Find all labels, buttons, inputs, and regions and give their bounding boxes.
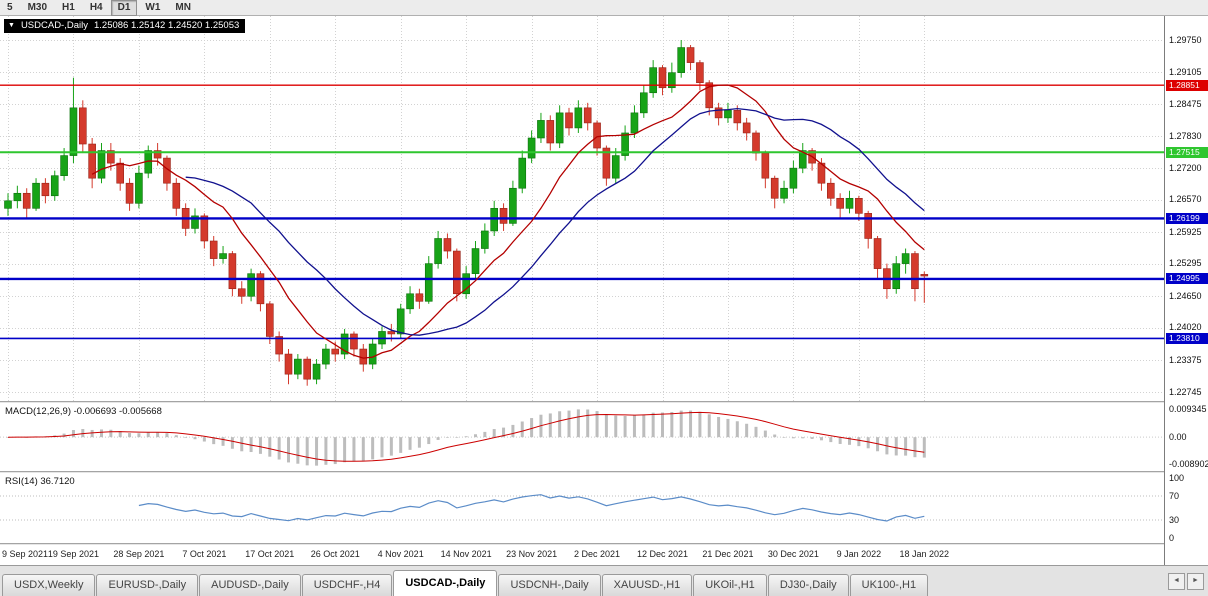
rsi-axis-label: 70 [1169,490,1180,501]
tab-usdx-weekly[interactable]: USDX,Weekly [2,574,96,596]
timeframe-button-m30[interactable]: M30 [27,1,48,13]
price-axis-label: 1.24650 [1169,290,1202,301]
price-axis-label: 1.23375 [1169,354,1202,365]
tab-scroll-left-icon[interactable]: ◄ [1168,573,1185,590]
hline-price-label: 1.24995 [1166,273,1208,285]
macd-axis-label: -0.008902 [1169,458,1208,469]
rsi-axis-label: 100 [1169,472,1185,483]
date-axis-label: 7 Oct 2021 [182,549,227,559]
hline-price-label: 1.27515 [1166,146,1208,158]
tab-scroll-controls: ◄ ► [1168,573,1206,596]
price-axis-label: 1.28475 [1169,98,1202,109]
price-axis-label: 1.24020 [1169,322,1202,333]
panel-separator[interactable] [0,401,1208,403]
timeframe-button-w1[interactable]: W1 [145,1,161,13]
chart-dropdown-icon[interactable]: ▼ [8,21,15,29]
date-axis[interactable]: 9 Sep 2021 19 Sep 2021 28 Sep 2021 7 Oct 20… [0,545,1164,565]
price-axis-label: 1.25925 [1169,226,1202,237]
timeframe-button-h4[interactable]: H4 [89,1,103,13]
hline-price-label: 1.28851 [1166,79,1208,91]
chart-tab-bar: USDX,Weekly EURUSD-,Daily AUDUSD-,Daily USD… [0,565,1208,596]
date-axis-label: 17 Oct 2021 [245,549,295,559]
macd-label: MACD(12,26,9) -0.006693 -0.005668 [5,406,162,417]
timeframe-button-5[interactable]: 5 [7,1,13,13]
timeframe-toolbar: 5 M30 H1 H4 D1 W1 MN [0,0,1208,16]
macd-axis-label: 0.009345 [1169,403,1207,414]
hline-price-label: 1.23810 [1166,332,1208,344]
rsi-line [138,494,925,522]
chart-legend: ▼ USDCAD-,Daily 1.25086 1.25142 1.24520 … [4,19,246,33]
timeframe-button-d1[interactable]: D1 [110,0,138,16]
price-chart[interactable] [0,16,1164,401]
price-axis-label: 1.22745 [1169,386,1202,397]
rsi-axis-label: 0 [1169,532,1175,543]
timeframe-button-mn[interactable]: MN [175,1,191,13]
chart-symbol-label: USDCAD-,Daily [20,20,88,31]
tab-usdcad-daily[interactable]: USDCAD-,Daily [393,570,498,596]
rsi-label: RSI(14) 36.7120 [5,476,75,487]
date-axis-label: 26 Oct 2021 [310,549,360,559]
price-axis-label: 1.27830 [1169,130,1202,141]
price-axis-label: 1.26570 [1169,194,1202,205]
chart-ohlc-values: 1.25086 1.25142 1.24520 1.25053 [93,20,240,31]
date-axis-label: 9 Jan 2022 [836,549,882,559]
price-axis[interactable]: 1.29750 1.29105 1.28475 1.27830 1.27200 1.265… [1164,16,1208,565]
tab-scroll-right-icon[interactable]: ► [1187,573,1204,590]
ma-fast-line [91,84,925,359]
panel-separator[interactable] [0,471,1208,473]
price-axis-label: 1.25295 [1169,258,1202,269]
candles [4,40,929,386]
rsi-axis-label: 30 [1169,514,1180,525]
date-axis-label: 4 Nov 2021 [377,549,424,559]
tab-ukoil-h1[interactable]: UKOil-,H1 [693,574,767,596]
date-axis-label: 14 Nov 2021 [440,549,492,559]
horizontal-lines[interactable] [0,84,1164,340]
date-axis-label: 9 Sep 2021 [2,549,49,559]
hline-price-label: 1.26199 [1166,212,1208,224]
macd-histogram [6,409,926,466]
macd-axis-label: 0.00 [1169,431,1187,442]
tab-eurusd-daily[interactable]: EURUSD-,Daily [96,574,199,596]
price-axis-label: 1.27200 [1169,162,1202,173]
date-axis-label: 18 Jan 2022 [899,549,950,559]
ma-slow-line [185,107,925,336]
tab-uk100-h1[interactable]: UK100-,H1 [849,574,929,596]
date-axis-label: 19 Sep 2021 [47,549,99,559]
price-axis-label: 1.29105 [1169,66,1202,77]
date-axis-label: 23 Nov 2021 [506,549,558,559]
date-axis-label: 30 Dec 2021 [767,549,819,559]
tab-usdchf-h4[interactable]: USDCHF-,H4 [301,574,393,596]
price-axis-label: 1.29750 [1169,34,1202,45]
macd-signal-line [7,411,925,462]
tab-dj30-daily[interactable]: DJ30-,Daily [767,574,849,596]
macd-panel[interactable] [0,403,1164,471]
date-axis-label: 2 Dec 2021 [574,549,621,559]
tab-usdcnh-daily[interactable]: USDCNH-,Daily [498,574,601,596]
date-axis-label: 28 Sep 2021 [113,549,165,559]
panel-separator[interactable] [0,543,1208,545]
date-axis-label: 21 Dec 2021 [702,549,754,559]
tab-xauusd-h1[interactable]: XAUUSD-,H1 [601,574,693,596]
tab-audusd-daily[interactable]: AUDUSD-,Daily [199,574,301,596]
rsi-panel[interactable] [0,473,1164,543]
timeframe-button-h1[interactable]: H1 [62,1,75,13]
date-axis-label: 12 Dec 2021 [636,549,689,559]
